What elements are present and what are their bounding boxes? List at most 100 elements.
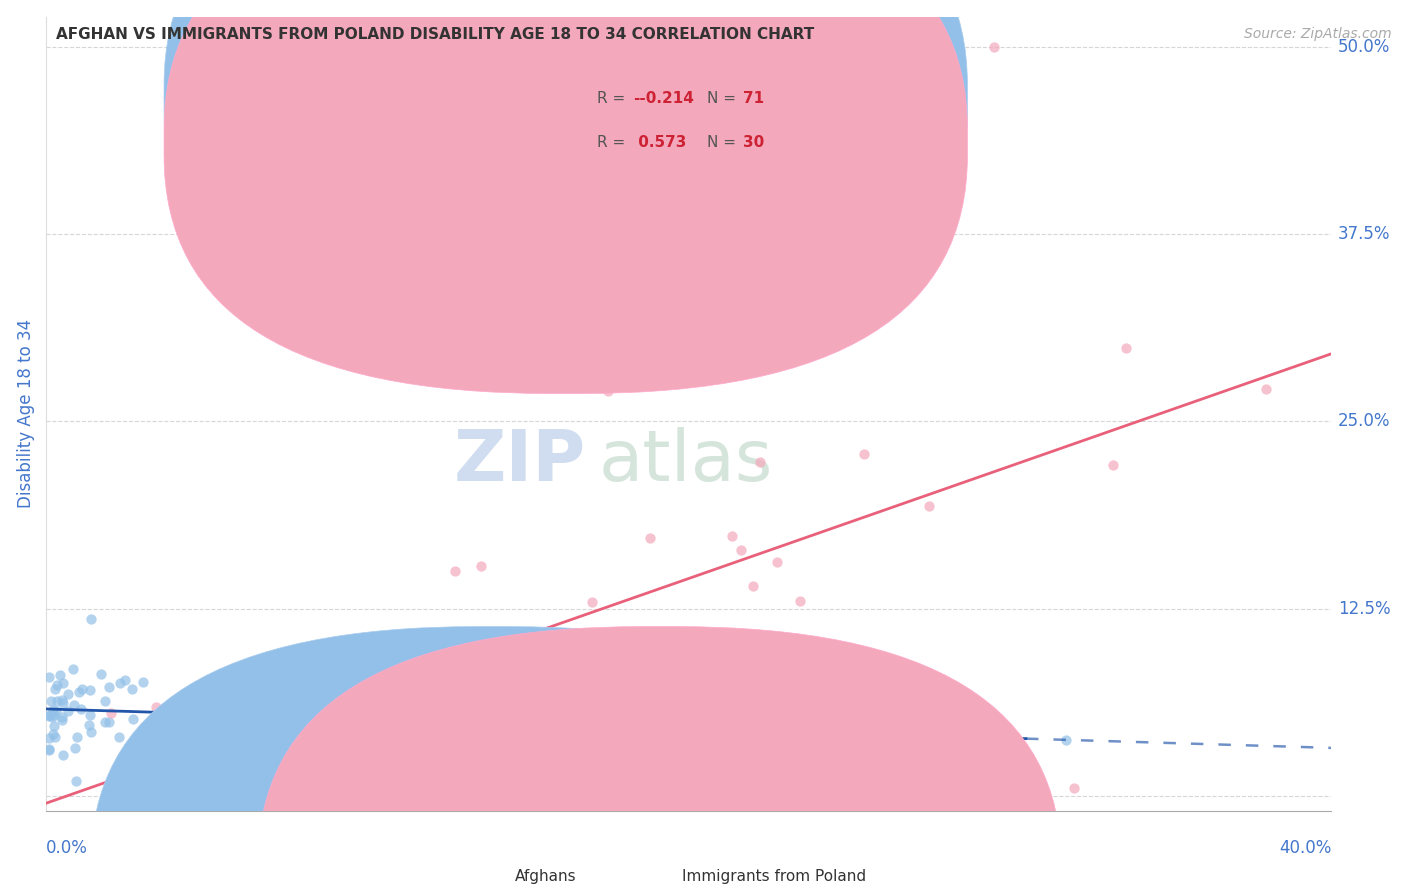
FancyBboxPatch shape xyxy=(515,45,837,187)
Point xyxy=(444,564,467,578)
Point xyxy=(39,693,62,707)
Point xyxy=(51,710,73,724)
Point xyxy=(917,708,939,723)
Point xyxy=(638,531,661,545)
Point xyxy=(505,632,527,647)
Point xyxy=(80,724,103,739)
Point xyxy=(52,676,75,690)
Point xyxy=(94,714,117,729)
Point xyxy=(100,706,122,721)
Point xyxy=(1115,341,1137,355)
FancyBboxPatch shape xyxy=(91,626,894,892)
Point xyxy=(730,543,752,558)
Point xyxy=(121,681,143,696)
Y-axis label: Disability Age 18 to 34: Disability Age 18 to 34 xyxy=(17,319,35,508)
Point xyxy=(315,698,337,713)
Point xyxy=(51,713,73,727)
Point xyxy=(108,676,131,690)
Text: 40.0%: 40.0% xyxy=(1279,838,1331,856)
Point xyxy=(852,446,875,460)
Text: R =: R = xyxy=(598,91,630,105)
Point xyxy=(66,730,89,744)
Point xyxy=(94,694,117,708)
Point xyxy=(80,612,103,626)
Text: Source: ZipAtlas.com: Source: ZipAtlas.com xyxy=(1244,27,1392,41)
Point xyxy=(204,731,226,746)
Point xyxy=(63,741,86,756)
Point xyxy=(344,755,367,769)
Point xyxy=(538,656,561,670)
Point xyxy=(90,666,112,681)
Point xyxy=(789,594,811,608)
Point xyxy=(470,559,492,574)
Point xyxy=(643,628,665,642)
Point xyxy=(598,384,620,399)
Point xyxy=(62,662,84,676)
Point xyxy=(215,762,238,776)
Text: N =: N = xyxy=(707,91,741,105)
Point xyxy=(122,713,145,727)
Point xyxy=(62,698,84,712)
Text: AFGHAN VS IMMIGRANTS FROM POLAND DISABILITY AGE 18 TO 34 CORRELATION CHART: AFGHAN VS IMMIGRANTS FROM POLAND DISABIL… xyxy=(56,27,814,42)
Point xyxy=(132,675,155,690)
Point xyxy=(180,682,202,697)
Point xyxy=(329,715,352,730)
Point xyxy=(1063,781,1085,796)
Point xyxy=(45,704,67,718)
Text: 0.573: 0.573 xyxy=(633,135,686,150)
Point xyxy=(38,709,60,723)
Point xyxy=(150,715,173,730)
Text: N =: N = xyxy=(707,135,741,150)
Point xyxy=(1054,733,1077,747)
Point xyxy=(983,39,1005,54)
Point xyxy=(765,555,787,569)
Text: ZIP: ZIP xyxy=(453,427,586,496)
Text: 50.0%: 50.0% xyxy=(1337,37,1391,55)
Point xyxy=(239,670,262,684)
Point xyxy=(748,455,770,469)
Point xyxy=(44,682,66,697)
Point xyxy=(200,723,222,737)
Text: atlas: atlas xyxy=(599,427,773,496)
Point xyxy=(98,714,121,729)
Point xyxy=(58,687,80,701)
Point xyxy=(38,707,60,722)
Point xyxy=(46,694,69,708)
Point xyxy=(260,703,283,717)
Point xyxy=(1254,382,1277,396)
Text: 30: 30 xyxy=(742,135,763,150)
Point xyxy=(263,706,285,720)
Point xyxy=(44,730,66,744)
Point xyxy=(323,772,346,786)
Text: 71: 71 xyxy=(742,91,763,105)
Point xyxy=(468,706,491,720)
Point xyxy=(70,681,93,696)
Point xyxy=(254,708,277,723)
Point xyxy=(65,774,87,789)
Point xyxy=(41,710,63,724)
Point xyxy=(67,685,90,699)
Text: 25.0%: 25.0% xyxy=(1337,412,1391,430)
Point xyxy=(108,730,131,744)
Point xyxy=(45,678,67,692)
Point xyxy=(38,670,60,684)
Point xyxy=(98,680,121,694)
Point xyxy=(52,696,75,710)
Text: 12.5%: 12.5% xyxy=(1337,599,1391,617)
Point xyxy=(917,499,939,513)
Point xyxy=(710,781,733,796)
Point xyxy=(235,695,257,709)
Point xyxy=(377,730,399,744)
Point xyxy=(155,710,177,724)
Point xyxy=(145,700,167,714)
Point xyxy=(77,717,100,731)
Point xyxy=(52,747,75,762)
FancyBboxPatch shape xyxy=(165,0,967,350)
Point xyxy=(38,731,60,745)
Point xyxy=(197,693,219,707)
Point xyxy=(936,740,959,755)
Point xyxy=(79,682,101,697)
Point xyxy=(104,789,127,803)
Point xyxy=(42,703,65,717)
Point xyxy=(1102,458,1125,473)
